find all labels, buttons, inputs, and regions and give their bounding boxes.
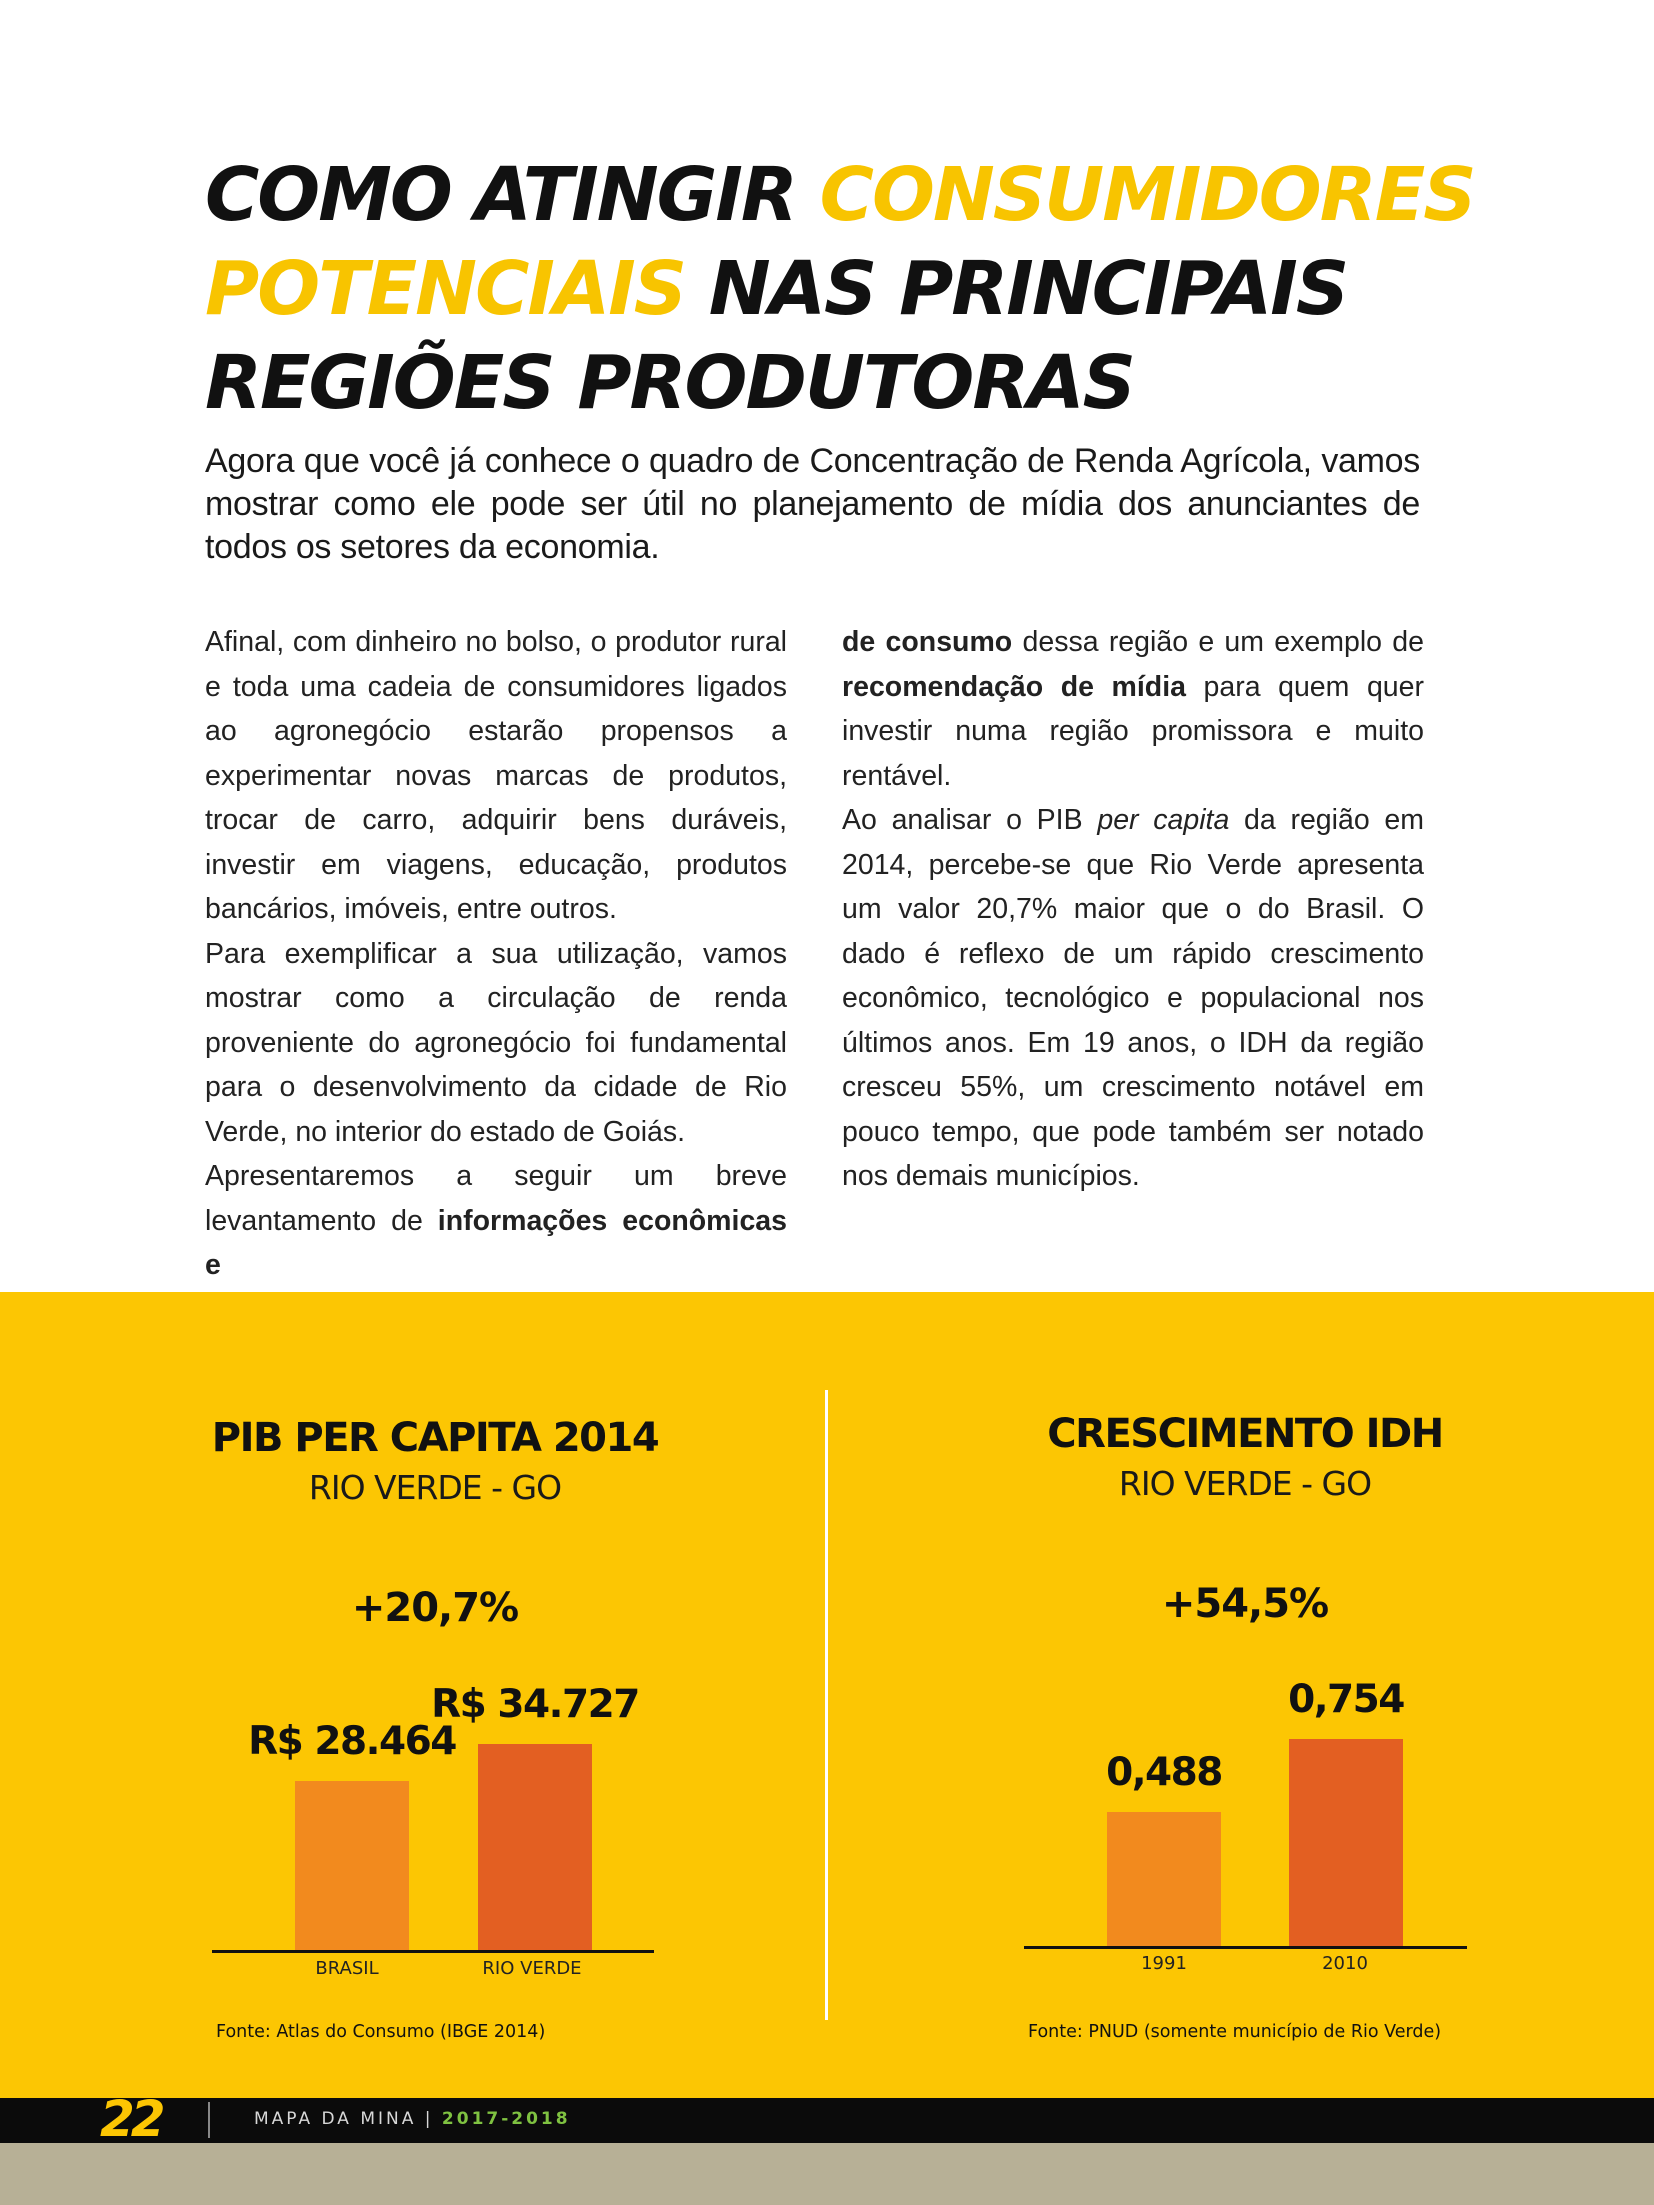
pib-category-rio-verde: RIO VERDE <box>482 1958 582 1979</box>
headline-highlight: CONSUMIDORES POTENCIAIS <box>205 152 1477 332</box>
headline-part-3: NAS PRINCIPAIS REGIÕES PRODUTORAS <box>205 246 1349 426</box>
pib-category-brasil: BRASIL <box>315 1958 379 1979</box>
left-column: Afinal, com dinheiro no bolso, o produto… <box>205 620 787 1288</box>
left-paragraph-3-text: Apresentaremos a seguir um breve levanta… <box>205 1160 787 1237</box>
page-headline: COMO ATINGIR CONSUMIDORES POTENCIAIS NAS… <box>205 148 1505 430</box>
pib-x-axis <box>212 1950 654 1953</box>
right-paragraph-2-italic: per capita <box>1097 804 1230 836</box>
pib-chart-title: PIB PER CAPITA 2014 <box>211 1415 660 1461</box>
footer-years: 2017-2018 <box>441 2109 571 2129</box>
idh-chart-subtitle: RIO VERDE - GO <box>1118 1464 1372 1503</box>
idh-value-label-1991: 0,488 <box>1106 1750 1223 1795</box>
pib-chart-subtitle: RIO VERDE - GO <box>308 1468 562 1507</box>
footer-pipe: | <box>424 2109 434 2129</box>
page-number: 22 <box>100 2090 166 2148</box>
right-paragraph-1: de consumo dessa região e um exemplo de … <box>842 620 1424 798</box>
idh-category-2010: 2010 <box>1322 1953 1368 1974</box>
headline-part-1: COMO ATINGIR <box>205 152 820 238</box>
idh-x-axis <box>1024 1946 1467 1949</box>
pib-value-label-brasil: R$ 28.464 <box>248 1719 457 1764</box>
idh-bar-2010 <box>1289 1739 1403 1946</box>
pib-bar-rio-verde <box>478 1744 592 1950</box>
pib-growth-label: +20,7% <box>351 1585 519 1631</box>
intro-paragraph: Agora que você já conhece o quadro de Co… <box>205 442 1420 566</box>
left-paragraph-3: Apresentaremos a seguir um breve levanta… <box>205 1154 787 1288</box>
idh-source-note: Fonte: PNUD (somente município de Rio Ve… <box>1028 2022 1442 2042</box>
right-paragraph-1-text-2: para quem quer investir numa região prom… <box>842 670 1424 792</box>
footer-bar <box>0 2098 1654 2143</box>
right-paragraph-1-bold-1: de consumo <box>842 626 1013 658</box>
footer-separator-line <box>208 2102 210 2138</box>
idh-category-1991: 1991 <box>1141 1953 1187 1974</box>
panel-divider <box>825 1390 828 2020</box>
right-column: de consumo dessa região e um exemplo de … <box>842 620 1424 1199</box>
idh-bar-1991 <box>1107 1812 1221 1946</box>
right-paragraph-2-text-1: Ao analisar o PIB <box>842 804 1098 836</box>
pib-source-note: Fonte: Atlas do Consumo (IBGE 2014) <box>216 2022 546 2042</box>
right-paragraph-1-text-1: dessa região e um exemplo de <box>1012 626 1424 658</box>
pib-value-label-rio-verde: R$ 34.727 <box>431 1682 640 1727</box>
pib-bar-brasil <box>295 1781 409 1950</box>
left-paragraph-3-bold: informações econômicas e <box>205 1204 787 1282</box>
left-paragraph-2: Para exemplificar a sua utilização, vamo… <box>205 937 787 1148</box>
footer-band <box>0 2143 1654 2205</box>
right-paragraph-2-text-2: da região em 2014, percebe-se que Rio Ve… <box>842 804 1424 1192</box>
footer-publication-name: MAPA DA MINA <box>254 2109 417 2129</box>
idh-value-label-2010: 0,754 <box>1288 1677 1405 1722</box>
right-paragraph-1-bold-2: recomendação de mídia <box>842 670 1186 703</box>
left-paragraph-1: Afinal, com dinheiro no bolso, o produto… <box>205 626 787 925</box>
idh-chart-title: CRESCIMENTO IDH <box>1047 1411 1444 1457</box>
idh-growth-label: +54,5% <box>1161 1581 1329 1627</box>
footer-publication: MAPA DA MINA | 2017-2018 <box>254 2109 571 2129</box>
right-paragraph-2: Ao analisar o PIB per capita da região e… <box>842 798 1424 1199</box>
